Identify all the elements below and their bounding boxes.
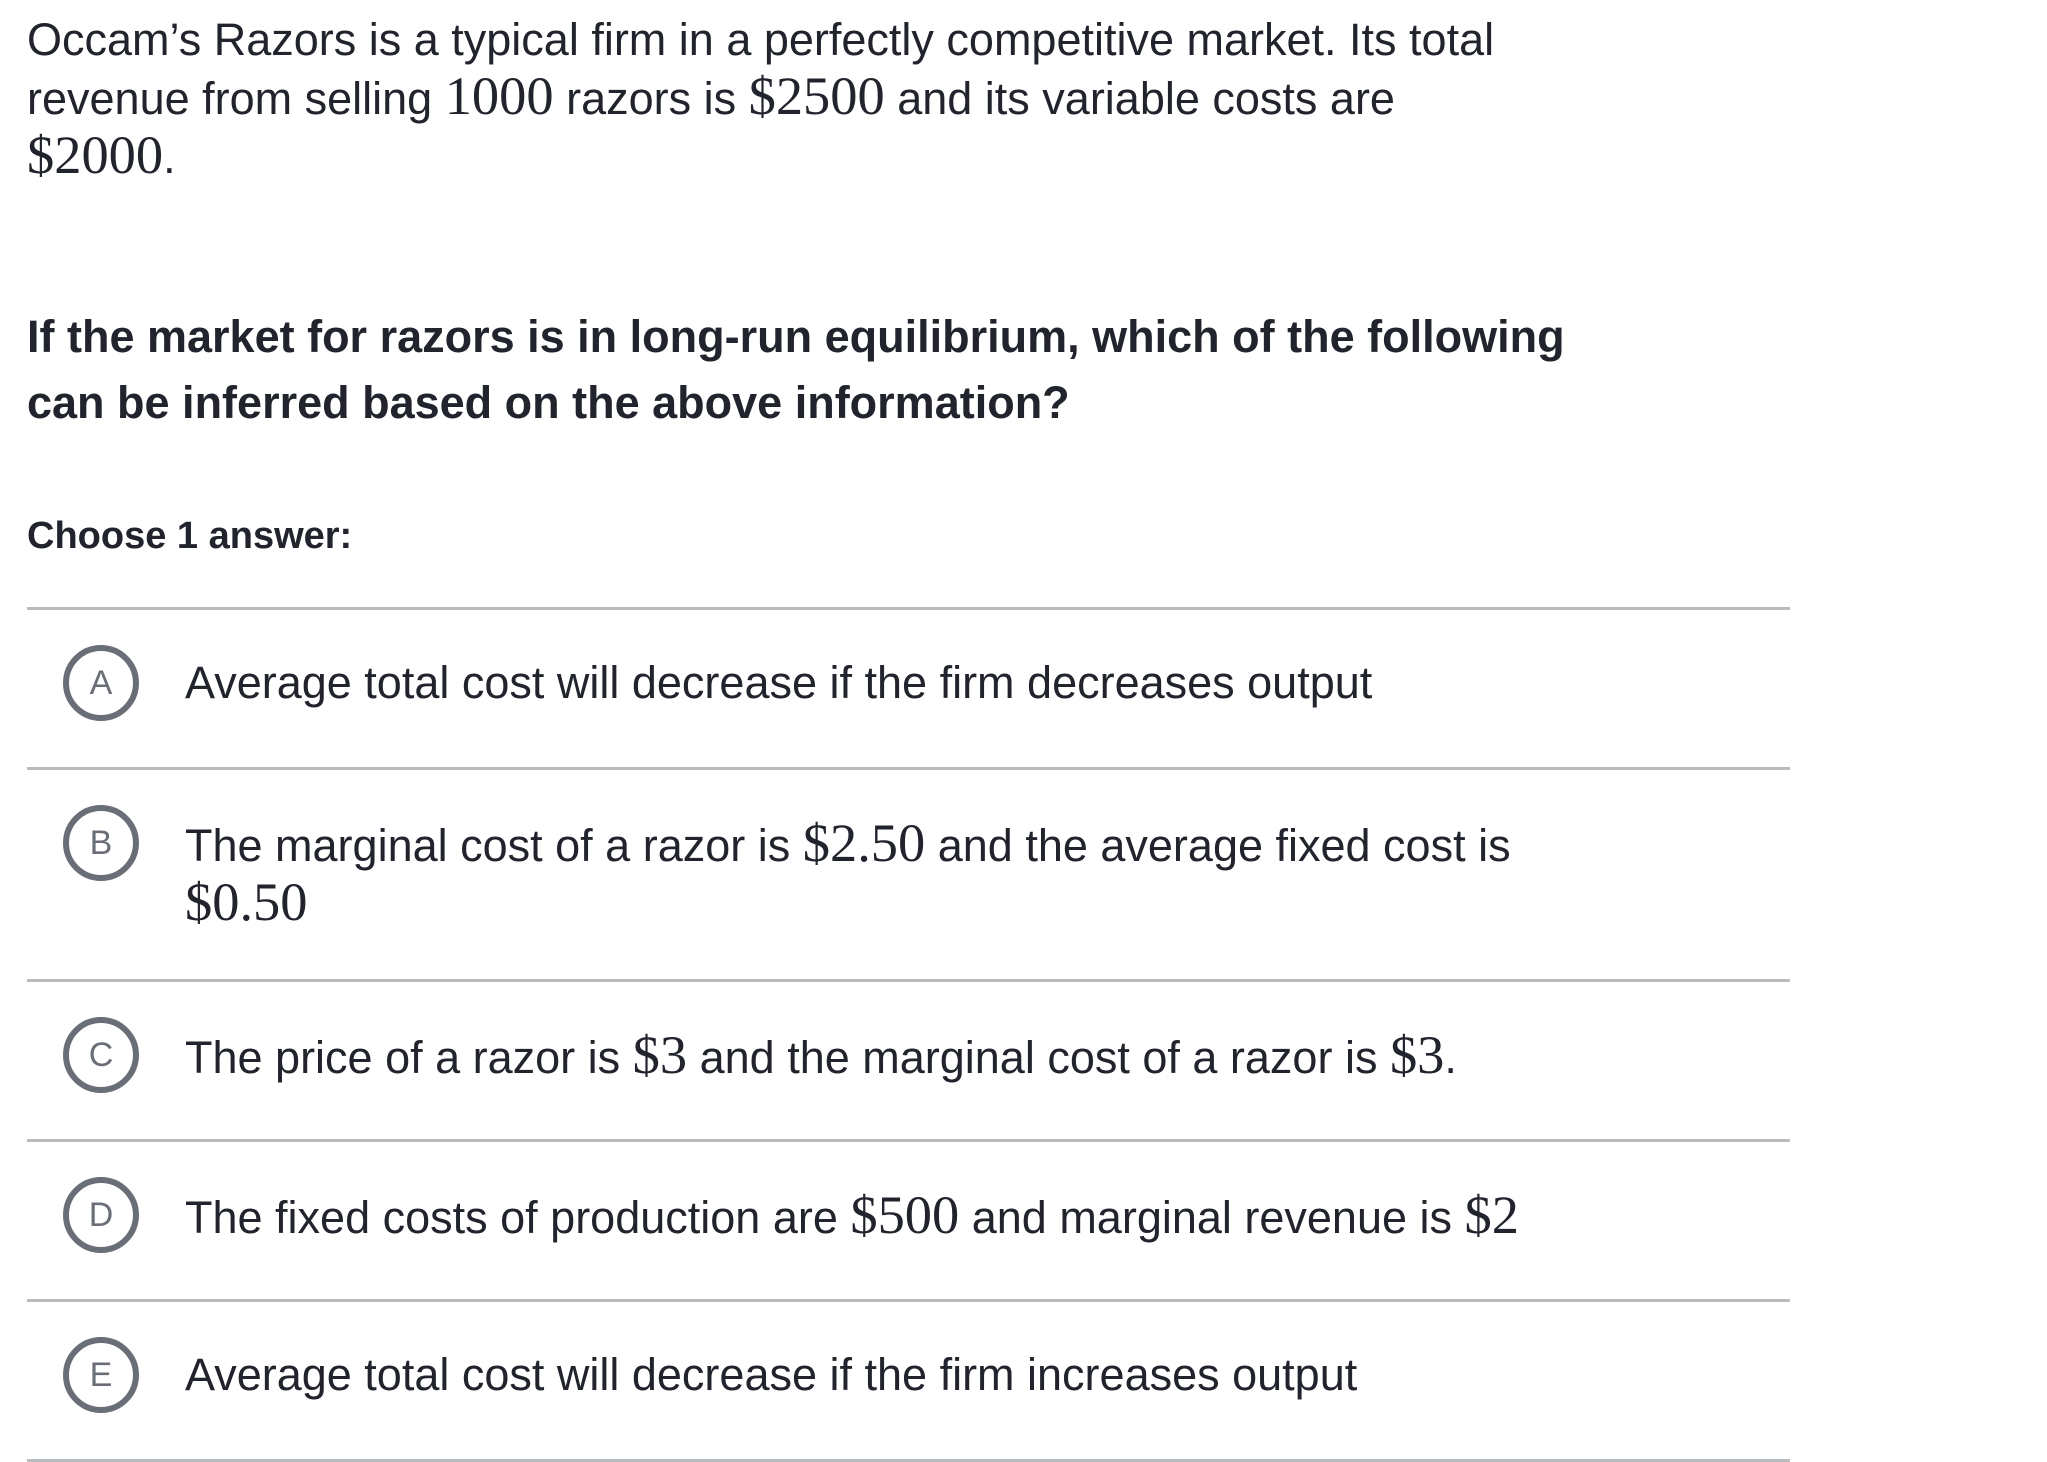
choose-answer-label: Choose 1 answer: xyxy=(27,515,353,557)
problem-statement: Occam’s Razors is a typical firm in a pe… xyxy=(27,14,1495,185)
option-text-a: Average total cost will decrease if the … xyxy=(185,657,1373,708)
radio-button-a[interactable]: A xyxy=(63,645,139,721)
option-letter-e: E xyxy=(89,1356,113,1394)
option-row-e[interactable]: E Average total cost will decrease if th… xyxy=(27,1299,1790,1459)
option-letter-b: B xyxy=(89,824,113,862)
option-text-e: Average total cost will decrease if the … xyxy=(185,1349,1358,1400)
option-text-d: The fixed costs of production are $500 a… xyxy=(185,1184,1519,1245)
radio-button-b[interactable]: B xyxy=(63,805,139,881)
option-letter-c: C xyxy=(88,1036,114,1074)
option-row-a[interactable]: A Average total cost will decrease if th… xyxy=(27,607,1790,767)
radio-button-d[interactable]: D xyxy=(63,1177,139,1253)
option-row-b[interactable]: B The marginal cost of a razor is $2.50 … xyxy=(27,767,1790,979)
question-panel: Occam’s Razors is a typical firm in a pe… xyxy=(27,14,1790,1462)
radio-button-e[interactable]: E xyxy=(63,1337,139,1413)
option-letter-a: A xyxy=(89,664,113,702)
option-text-b: The marginal cost of a razor is $2.50 an… xyxy=(185,812,1511,932)
option-row-c[interactable]: C The price of a razor is $3 and the mar… xyxy=(27,979,1790,1139)
option-letter-d: D xyxy=(88,1196,114,1234)
option-row-d[interactable]: D The fixed costs of production are $500… xyxy=(27,1139,1790,1299)
answer-options-list: A Average total cost will decrease if th… xyxy=(27,607,1790,1462)
radio-button-c[interactable]: C xyxy=(63,1017,139,1093)
option-text-c: The price of a razor is $3 and the margi… xyxy=(185,1024,1457,1085)
question-text: If the market for razors is in long-run … xyxy=(27,311,1565,428)
